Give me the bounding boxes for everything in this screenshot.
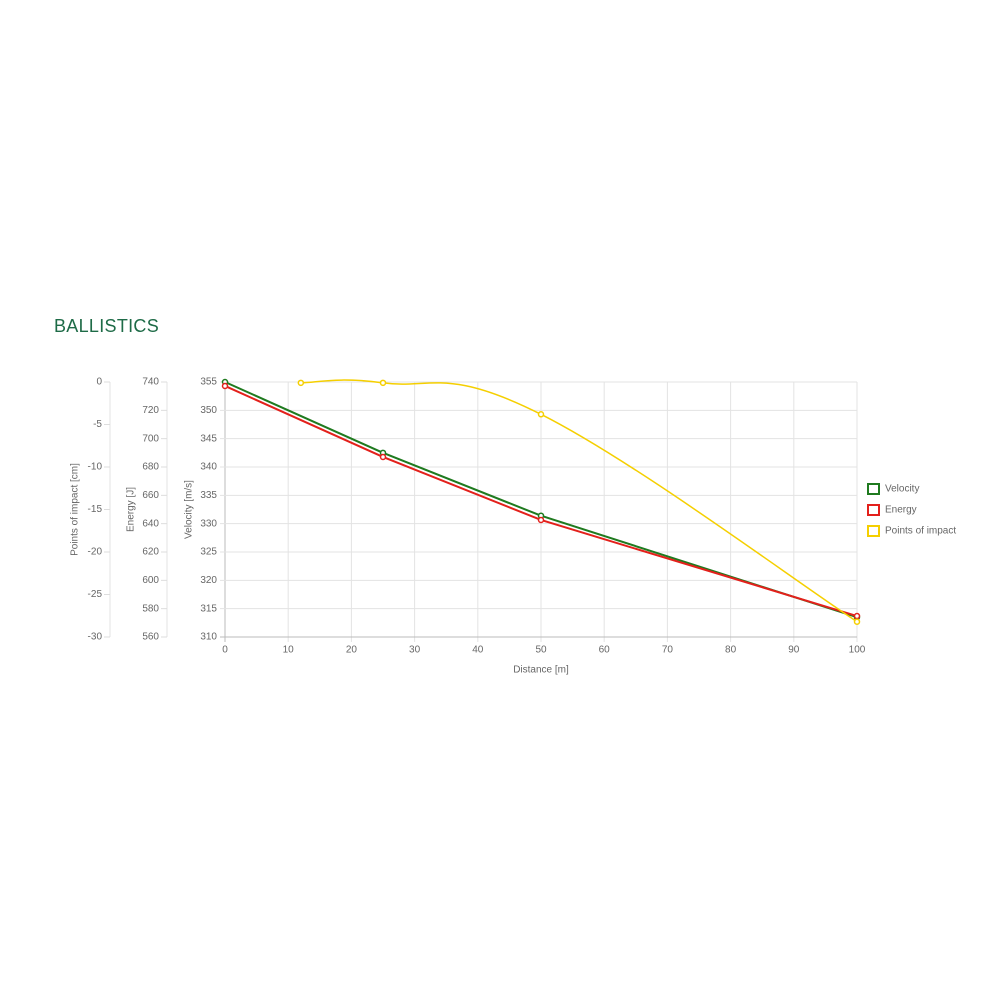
y-axis-title: Velocity [m/s]	[184, 480, 195, 539]
data-point	[221, 382, 229, 390]
y-tick-label: 580	[142, 603, 159, 614]
y-tick-label: 340	[200, 462, 217, 473]
y-tick-label: 660	[142, 490, 159, 501]
y-tick-label: 700	[142, 433, 159, 444]
y-tick-label: -20	[88, 547, 103, 558]
y-tick-label: 720	[142, 405, 159, 416]
data-point	[853, 618, 861, 625]
y-tick-label: 600	[142, 575, 159, 586]
y-tick-label: 335	[200, 490, 217, 501]
x-tick-label: 50	[535, 645, 547, 656]
x-tick-label: 10	[283, 645, 295, 656]
series-line	[224, 385, 858, 617]
y-tick-label: -15	[88, 504, 103, 515]
data-point	[297, 379, 305, 387]
y-tick-label: 315	[200, 603, 217, 614]
legend-swatch[interactable]	[867, 483, 880, 495]
y-tick-label: 0	[96, 377, 102, 388]
y-tick-label: 310	[200, 632, 217, 643]
x-tick-label: 0	[222, 645, 228, 656]
y-axis-title: Energy [J]	[126, 487, 137, 532]
legend-label[interactable]: Points of impact	[885, 526, 956, 537]
legend-swatch[interactable]	[867, 504, 880, 516]
data-point	[537, 516, 545, 524]
x-tick-label: 20	[346, 645, 358, 656]
y-axis-title: Points of impact [cm]	[70, 463, 81, 556]
y-tick-label: 355	[200, 377, 217, 388]
y-tick-label: -5	[93, 419, 102, 430]
y-tick-label: -10	[88, 462, 103, 473]
chart-title: BALLISTICS	[54, 316, 160, 336]
y-tick-label: 320	[200, 575, 217, 586]
x-axis-title: Distance [m]	[513, 665, 569, 676]
y-tick-label: 330	[200, 518, 217, 529]
data-point	[379, 453, 387, 461]
y-tick-label: 680	[142, 462, 159, 473]
x-tick-label: 90	[788, 645, 800, 656]
y-tick-label: 620	[142, 547, 159, 558]
data-point	[853, 612, 861, 620]
legend-label[interactable]: Energy	[885, 505, 917, 516]
x-tick-label: 40	[472, 645, 484, 656]
y-tick-label: 345	[200, 433, 217, 444]
x-tick-label: 60	[599, 645, 611, 656]
data-point	[379, 379, 387, 387]
y-tick-label: 640	[142, 518, 159, 529]
y-tick-label: -25	[88, 589, 103, 600]
legend-label[interactable]: Velocity	[885, 484, 919, 495]
y-tick-label: -30	[88, 632, 103, 643]
data-point	[537, 411, 545, 418]
y-tick-label: 740	[142, 377, 159, 388]
y-tick-label: 350	[200, 405, 217, 416]
y-tick-label: 325	[200, 547, 217, 558]
legend-swatch[interactable]	[867, 525, 880, 537]
x-tick-label: 100	[849, 645, 866, 656]
series-line	[300, 379, 858, 623]
x-tick-label: 80	[725, 645, 737, 656]
series-line	[224, 381, 858, 619]
x-tick-label: 70	[662, 645, 674, 656]
x-tick-label: 30	[409, 645, 421, 656]
y-tick-label: 560	[142, 632, 159, 643]
